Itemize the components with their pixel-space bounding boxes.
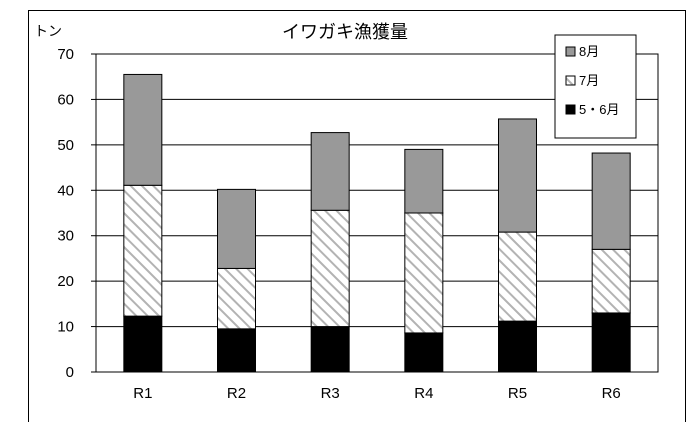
legend-label: 5・6月 [579, 102, 619, 117]
x-tick-label: R1 [133, 385, 152, 402]
bar-R3-series-2 [310, 132, 350, 211]
bar-R4-series-2 [404, 148, 444, 214]
bar-R2-series-2 [217, 188, 256, 269]
x-tick-label: R3 [321, 385, 340, 402]
bar-R6-series-1 [591, 248, 631, 314]
legend: 8月 7月 5・6月 [554, 34, 637, 139]
chart-title: イワガキ漁獲量 [282, 22, 408, 42]
gridlines [91, 53, 659, 373]
bar-R3-series-0 [310, 326, 350, 373]
y-tick-label: 0 [66, 364, 74, 381]
bar-R1-series-0 [123, 315, 163, 373]
y-tick-labels: 0 10 20 30 40 50 60 70 [57, 46, 74, 381]
bar-R1-series-1 [123, 184, 163, 317]
legend-label: 8月 [579, 44, 599, 59]
bar-R5-series-2 [498, 118, 537, 233]
bar-R6-series-0 [591, 312, 631, 373]
bar-R5-series-0 [498, 320, 537, 373]
bar-R5-series-1 [498, 231, 537, 322]
y-tick-label: 10 [57, 319, 74, 336]
y-tick-label: 30 [57, 228, 74, 245]
legend-swatch [565, 104, 576, 115]
bar-R3-series-1 [310, 209, 350, 328]
bar-R1-series-2 [123, 73, 163, 186]
legend-swatch [565, 46, 576, 57]
y-tick-label: 40 [57, 182, 74, 199]
bars [123, 73, 631, 373]
bar-R6-series-2 [591, 152, 631, 250]
y-tick-label: 70 [57, 46, 74, 63]
bar-R4-series-1 [404, 212, 444, 334]
x-tick-label: R4 [414, 385, 433, 402]
x-tick-label: R2 [227, 385, 246, 402]
y-tick-label: 50 [57, 137, 74, 154]
y-tick-label: 60 [57, 91, 74, 108]
x-tick-labels: R1 R2 R3 R4 R5 R6 [133, 385, 621, 402]
y-axis-label: トン [34, 23, 62, 39]
bar-R4-series-0 [404, 332, 444, 373]
legend-label: 7月 [579, 73, 599, 88]
plot-area-border [95, 53, 659, 373]
y-tick-label: 20 [57, 273, 74, 290]
bar-R2-series-1 [217, 267, 256, 330]
x-tick-label: R6 [602, 385, 621, 402]
legend-swatch [565, 75, 576, 86]
x-tick-label: R5 [508, 385, 527, 402]
bar-R2-series-0 [217, 328, 256, 373]
